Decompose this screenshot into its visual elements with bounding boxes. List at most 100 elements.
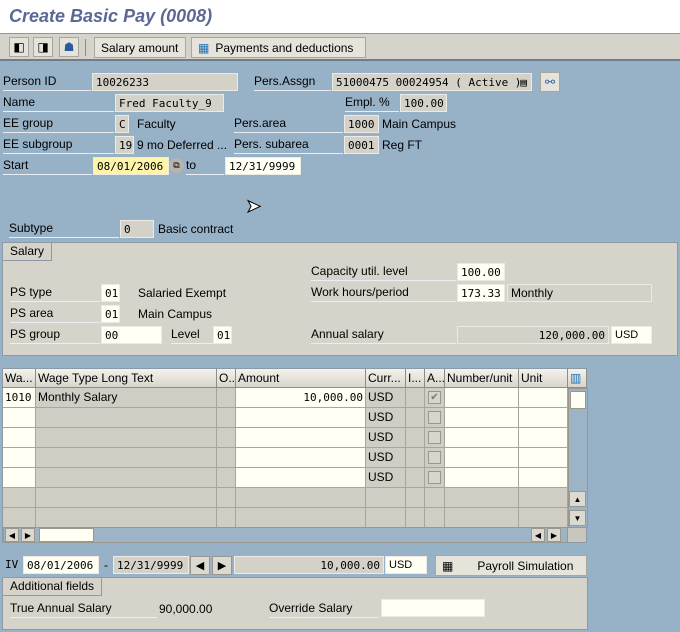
number-unit-cell[interactable] [445,448,519,468]
payroll-simulation-button[interactable]: ▦ Payroll Simulation [435,555,587,576]
column-header[interactable]: Curr... [366,369,406,388]
amount-cell[interactable] [236,408,366,428]
column-header[interactable]: A... [425,369,445,388]
title-bar: Create Basic Pay (0008) [0,0,680,34]
scroll-left-button[interactable]: ◀ [5,528,19,542]
unit-cell[interactable] [519,428,568,448]
button-label: Payroll Simulation [477,558,574,573]
column-header[interactable]: Wa... [3,369,36,388]
column-header[interactable]: Wage Type Long Text [36,369,217,388]
active-checkbox[interactable] [428,431,441,444]
number-unit-cell [445,488,519,508]
active-checkbox[interactable] [428,471,441,484]
number-unit-cell[interactable] [445,468,519,488]
calendar-icon[interactable]: ⧉ [169,158,184,173]
wage-type-cell[interactable] [3,428,36,448]
number-unit-cell[interactable] [445,428,519,448]
horizontal-scrollbar[interactable] [3,527,568,543]
pers-assgn-value: 51000475 00024954 ( Active ) [336,76,522,89]
ee-group-field: C [115,115,129,133]
unit-cell[interactable] [519,408,568,428]
wage-type-cell[interactable] [3,448,36,468]
pers-area-label: Pers.area [234,115,343,133]
vertical-scrollbar[interactable] [568,388,588,528]
amount-cell[interactable] [236,448,366,468]
amount-cell[interactable]: 10,000.00 [236,388,366,408]
person-id-label: Person ID [3,73,91,91]
amount-cell [236,508,366,528]
column-header[interactable]: Amount [236,369,366,388]
work-hours-input[interactable]: 173.33 [457,284,505,302]
person-id-field: 10026233 [92,73,238,91]
table-icon: ▦ [198,40,210,55]
annual-currency-field[interactable]: USD [611,326,652,344]
previous-period-button[interactable]: ◀ [190,556,210,575]
horizontal-scroll-thumb[interactable] [39,528,94,542]
work-period-field: Monthly [507,284,652,302]
scroll-left-end-button[interactable]: ◀ [531,528,545,542]
a-cell [425,488,445,508]
salary-amount-button[interactable]: Salary amount [94,37,186,58]
payments-deductions-button[interactable]: ▦ Payments and deductions [191,37,366,58]
person-icon[interactable]: ☗ [59,37,79,57]
currency-cell: USD [366,408,406,428]
wage-type-cell[interactable] [3,408,36,428]
scroll-thumb[interactable] [570,391,586,409]
wage-type-cell[interactable] [3,468,36,488]
calculator-icon: ▦ [442,558,454,573]
scroll-down-button[interactable]: ▼ [569,510,586,526]
number-unit-cell[interactable] [445,408,519,428]
wage-type-cell[interactable]: 1010 [3,388,36,408]
active-checkbox[interactable] [428,411,441,424]
o-cell [217,448,236,468]
amount-cell[interactable] [236,428,366,448]
dropdown-icon[interactable]: ▤ [520,76,527,89]
active-checkbox[interactable]: ✔ [428,391,441,404]
start-date-input[interactable]: 08/01/2006 [93,157,169,175]
unit-cell[interactable] [519,468,568,488]
empl-pct-label: Empl. % [345,94,399,112]
end-date-input[interactable]: 12/31/9999 [225,157,301,175]
iv-currency-field[interactable]: USD [385,556,427,574]
pers-assgn-label: Pers.Assgn [254,73,331,91]
column-config-icon[interactable]: ▥ [568,369,587,388]
salary-tab: Salary [3,243,53,261]
ps-area-input[interactable]: 01 [101,305,120,323]
unit-cell[interactable] [519,388,568,408]
a-cell [425,408,445,428]
pers-subarea-field: 0001 [344,136,379,154]
unit-cell[interactable] [519,448,568,468]
previous-record-icon[interactable]: ◧ [9,37,29,57]
currency-cell [366,508,406,528]
to-label: to [186,157,224,175]
ps-type-input[interactable]: 01 [101,284,120,302]
i-cell [406,468,425,488]
override-salary-input[interactable] [381,599,485,617]
pers-assgn-dropdown[interactable]: 51000475 00024954 ( Active ) ▤ [332,73,532,91]
column-header[interactable]: Number/unit [445,369,519,388]
currency-cell: USD [366,428,406,448]
column-header[interactable]: Unit [519,369,568,388]
scroll-up-button[interactable]: ▲ [569,491,586,507]
ps-group-input[interactable]: 00 [101,326,162,344]
currency-cell: USD [366,388,406,408]
active-checkbox[interactable] [428,451,441,464]
scroll-right-button[interactable]: ▶ [21,528,35,542]
iv-label: IV [5,558,19,571]
long-text-cell [36,428,217,448]
number-unit-cell [445,508,519,528]
i-cell [406,508,425,528]
level-input[interactable]: 01 [213,326,232,344]
iv-start-input[interactable]: 08/01/2006 [23,556,99,574]
iv-dash: - [104,558,108,572]
amount-cell[interactable] [236,468,366,488]
subtype-label: Subtype [9,220,119,238]
scroll-right-end-button[interactable]: ▶ [547,528,561,542]
number-unit-cell[interactable] [445,388,519,408]
column-header[interactable]: O.. [217,369,236,388]
next-period-button[interactable]: ▶ [212,556,232,575]
next-record-icon[interactable]: ◨ [33,37,53,57]
column-header[interactable]: I... [406,369,425,388]
capacity-input[interactable]: 100.00 [457,263,505,281]
org-structure-icon[interactable]: ⚯ [540,72,560,92]
